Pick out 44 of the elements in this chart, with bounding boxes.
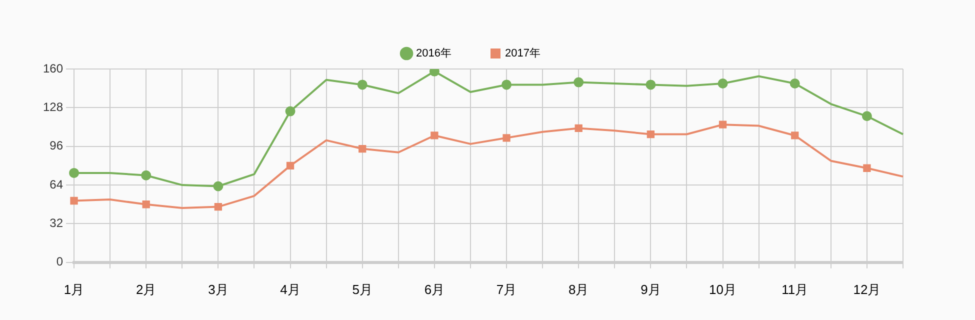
point [574, 124, 582, 132]
point [574, 77, 584, 88]
point [718, 120, 727, 128]
point [862, 111, 872, 122]
x-tick-label: 1月 [64, 282, 84, 297]
x-tick-label: 12月 [853, 282, 881, 297]
x-tick-label: 8月 [568, 282, 589, 297]
x-tick-label: 9月 [640, 282, 661, 297]
x-tick-label: 6月 [424, 282, 445, 297]
x-tick-label: 7月 [496, 282, 517, 297]
x-tick-label: 4月 [280, 282, 300, 297]
point [502, 134, 510, 142]
point [718, 78, 728, 89]
legend-label: 2016年 [416, 48, 452, 60]
point [863, 164, 871, 172]
point [141, 170, 152, 180]
point [791, 132, 799, 140]
x-tick-label: 11月 [782, 282, 808, 297]
point [430, 132, 438, 140]
y-tick-label: 160 [42, 61, 64, 76]
point [142, 200, 150, 208]
point [429, 69, 440, 76]
y-tick-label: 96 [50, 138, 64, 153]
point [70, 196, 78, 205]
point [646, 130, 655, 138]
x-tick-label: 10月 [709, 282, 737, 297]
point [358, 144, 366, 153]
point [69, 168, 80, 178]
y-tick-label: 32 [50, 216, 64, 230]
point [285, 106, 296, 116]
y-tick-label: 128 [42, 100, 64, 114]
point [357, 80, 368, 90]
point [214, 202, 222, 211]
point [790, 78, 800, 89]
x-tick-label: 2月 [136, 282, 156, 297]
point [502, 80, 512, 90]
y-tick-label: 0 [56, 254, 64, 269]
x-tick-label: 3月 [208, 282, 228, 297]
x-tick-label: 5月 [352, 282, 372, 297]
legend-label: 2017年 [505, 48, 540, 60]
point [213, 181, 224, 192]
y-tick-label: 64 [50, 177, 64, 192]
point [286, 162, 294, 170]
point [646, 80, 656, 90]
